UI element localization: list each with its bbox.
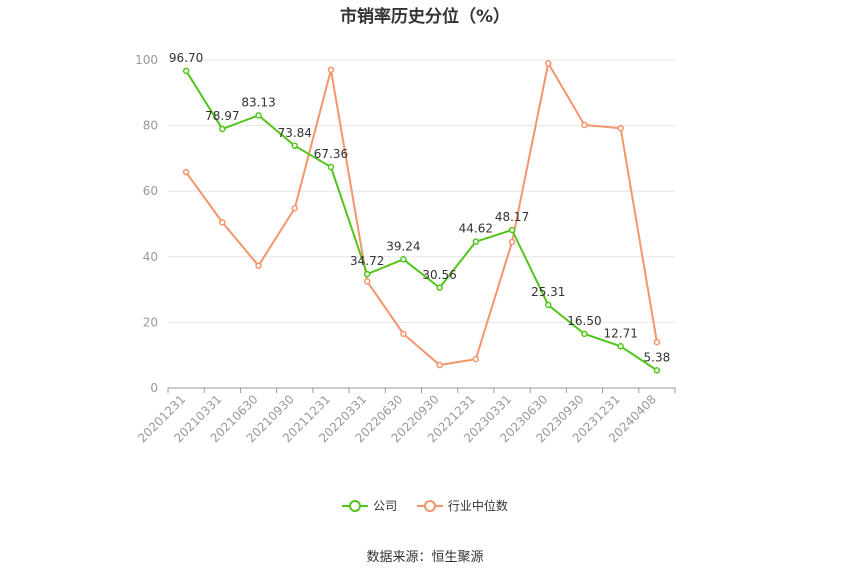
y-tick-label: 0 — [150, 381, 158, 395]
data-point[interactable] — [363, 270, 371, 278]
data-point[interactable] — [327, 163, 335, 171]
data-point[interactable] — [327, 66, 335, 74]
data-point[interactable] — [581, 121, 588, 129]
data-point[interactable] — [219, 125, 226, 133]
legend: 公司 行业中位数 — [0, 497, 850, 516]
data-point[interactable] — [581, 330, 588, 338]
data-point[interactable] — [545, 301, 552, 309]
data-point[interactable] — [436, 361, 443, 369]
series-line — [185, 70, 658, 372]
data-point[interactable] — [545, 60, 552, 67]
data-point[interactable] — [400, 256, 407, 263]
legend-label-company: 公司 — [373, 499, 398, 513]
legend-label-industry-median: 行业中位数 — [447, 499, 508, 513]
data-label: 73.84 — [278, 126, 312, 140]
data-point[interactable] — [182, 67, 190, 75]
data-point[interactable] — [255, 262, 262, 269]
source-note: 数据来源：恒生聚源 — [366, 550, 484, 565]
data-label: 16.50 — [567, 314, 601, 328]
data-point[interactable] — [291, 142, 298, 150]
data-point[interactable] — [436, 284, 443, 292]
data-label: 44.62 — [459, 222, 493, 236]
chart-title: 市销率历史分位（%） — [339, 7, 511, 27]
legend-item-company[interactable]: 公司 — [342, 497, 397, 514]
data-point[interactable] — [400, 330, 407, 338]
data-point[interactable] — [291, 205, 298, 212]
data-label: 30.56 — [422, 268, 456, 282]
data-point[interactable] — [219, 219, 226, 226]
y-tick-label: 40 — [143, 250, 158, 264]
legend-item-industry-median[interactable]: 行业中位数 — [416, 497, 508, 514]
data-point[interactable] — [472, 238, 480, 245]
data-point[interactable] — [617, 124, 624, 132]
data-point[interactable] — [363, 278, 371, 285]
y-tick-label: 100 — [135, 53, 158, 67]
data-point[interactable] — [508, 226, 516, 234]
data-label: 5.38 — [644, 350, 671, 364]
legend-swatch-company — [342, 499, 369, 513]
data-label: 78.97 — [205, 109, 239, 123]
data-label: 12.71 — [603, 326, 637, 340]
legend-swatch-industry-median — [416, 499, 443, 513]
data-label: 39.24 — [386, 239, 420, 253]
data-point[interactable] — [182, 168, 190, 176]
data-point[interactable] — [617, 343, 624, 350]
line-chart: 0204060801002020123120210331202106302021… — [135, 51, 676, 445]
y-tick-label: 20 — [143, 315, 158, 329]
data-point[interactable] — [653, 367, 661, 374]
data-label: 34.72 — [350, 254, 384, 268]
data-label: 48.17 — [495, 210, 529, 224]
data-label: 96.70 — [169, 51, 203, 65]
data-point[interactable] — [255, 112, 262, 119]
y-tick-label: 80 — [143, 119, 158, 133]
data-label: 83.13 — [241, 95, 275, 109]
data-label: 67.36 — [314, 147, 348, 161]
data-point[interactable] — [653, 338, 661, 346]
y-tick-label: 60 — [143, 184, 158, 198]
data-label: 25.31 — [531, 285, 565, 299]
data-point[interactable] — [472, 355, 480, 363]
series-line — [185, 62, 658, 367]
data-point[interactable] — [508, 238, 516, 246]
